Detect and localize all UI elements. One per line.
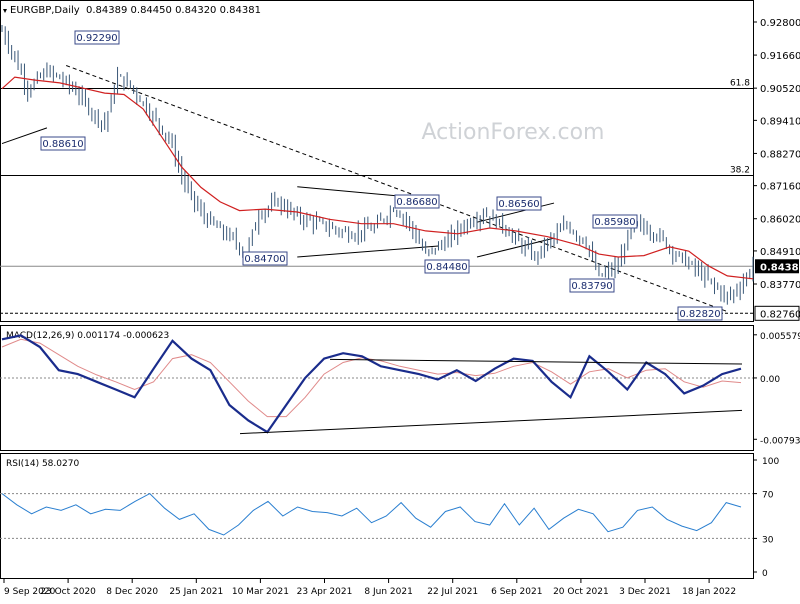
fib-label: 61.8 <box>730 78 750 88</box>
fib-label: 38.2 <box>730 165 750 175</box>
price-panel-frame <box>0 0 754 322</box>
x-tick-label: 18 Jan 2022 <box>682 587 736 597</box>
support-price-label: 0.82760 <box>760 309 800 320</box>
annotation-label: 0.84700 <box>244 254 285 265</box>
x-tick-label: 8 Dec 2020 <box>106 587 158 597</box>
dropdown-arrow-icon <box>3 9 7 13</box>
x-tick-label: 8 Jun 2021 <box>364 587 412 597</box>
annotation-box <box>394 194 440 209</box>
annotation-label: 0.86680 <box>396 197 437 208</box>
annotation-box <box>424 259 470 274</box>
symbol-label: EURGBP,Daily <box>10 5 80 16</box>
trendline-early <box>1 127 48 145</box>
x-tick-label: 10 Mar 2021 <box>232 587 289 597</box>
rsi-line <box>1 492 742 536</box>
annotation-box <box>74 30 120 45</box>
current-price-box <box>755 259 799 274</box>
annotation-label: 0.83790 <box>571 281 612 292</box>
sma-line <box>1 76 754 280</box>
macd-trendline-top <box>329 358 743 365</box>
axes-layer: 0.92800 0.91660 0.90520 0.89410 0.88270 0.871… <box>3 18 800 597</box>
x-tick-label: 22 Jul 2021 <box>427 587 478 597</box>
y-tick-label: 0.90520 <box>760 84 800 95</box>
y-tick-label: 0.86020 <box>760 215 800 226</box>
rsi-y-tick-label: 30 <box>762 535 774 545</box>
x-tick-label: 20 Oct 2021 <box>553 587 609 597</box>
current-price-label: 0.84381 <box>760 262 800 273</box>
annotation-label: 0.86560 <box>498 199 539 210</box>
rsi-y-tick-label: 100 <box>762 457 779 467</box>
x-tick-label: 3 Dec 2021 <box>619 587 671 597</box>
rsi-title: RSI(14) 58.0270 <box>6 459 79 469</box>
macd-layer <box>0 334 753 435</box>
annotation-label: 0.88610 <box>42 139 83 150</box>
y-tick-label: 0.89410 <box>760 116 800 127</box>
ohlc-values: 0.84389 0.84450 0.84320 0.84381 <box>86 5 261 16</box>
annotation-label: 0.82820 <box>679 309 720 320</box>
x-tick-label: 23 Oct 2020 <box>40 587 96 597</box>
support-price-box <box>754 305 800 321</box>
macd-panel-frame <box>0 325 754 451</box>
annotation-box <box>569 278 615 293</box>
price-layer: 61.8 38.2 0.92290 0.88610 0.84700 0.86680 0.84… <box>0 25 754 321</box>
macd-y-tick-label: 0.005579 <box>760 332 800 342</box>
channel2-bottom <box>476 237 555 258</box>
annotation-label: 0.84480 <box>426 262 467 273</box>
annotation-box <box>677 306 723 321</box>
y-tick-label: 0.92800 <box>760 18 800 29</box>
macd-trendline-bottom <box>239 409 743 435</box>
y-tick-label: 0.83770 <box>760 280 800 291</box>
annotation-box <box>592 214 638 229</box>
rsi-panel-frame <box>0 453 754 579</box>
y-tick-label: 0.88270 <box>760 149 800 160</box>
macd-title: MACD(12,26,9) 0.001174 -0.000623 <box>6 331 169 341</box>
x-tick-label: 9 Sep 2020 <box>4 587 56 597</box>
y-tick-label: 0.87160 <box>760 182 800 193</box>
rsi-y-tick-label: 70 <box>762 491 774 501</box>
watermark: ActionForex.com <box>422 120 605 145</box>
channel-bottom <box>297 245 439 258</box>
annotation-label: 0.92290 <box>76 33 117 44</box>
annotation-box <box>40 136 86 151</box>
rsi-y-tick-label: 0 <box>762 569 768 579</box>
annotation-label: 0.85980 <box>594 217 635 228</box>
rsi-layer <box>0 492 753 539</box>
trendline-down-dashed <box>66 65 728 313</box>
annotation-box <box>496 196 542 211</box>
x-tick-label: 23 Apr 2021 <box>297 587 353 597</box>
y-tick-label: 0.84910 <box>760 247 800 258</box>
x-tick-label: 25 Jan 2021 <box>169 587 223 597</box>
macd-line <box>1 334 742 434</box>
macd-y-tick-label: 0.00 <box>760 375 780 385</box>
macd-signal-line <box>1 338 742 418</box>
annotation-box <box>242 251 288 266</box>
y-tick-label: 0.91660 <box>760 51 800 62</box>
x-tick-label: 6 Sep 2021 <box>491 587 542 597</box>
